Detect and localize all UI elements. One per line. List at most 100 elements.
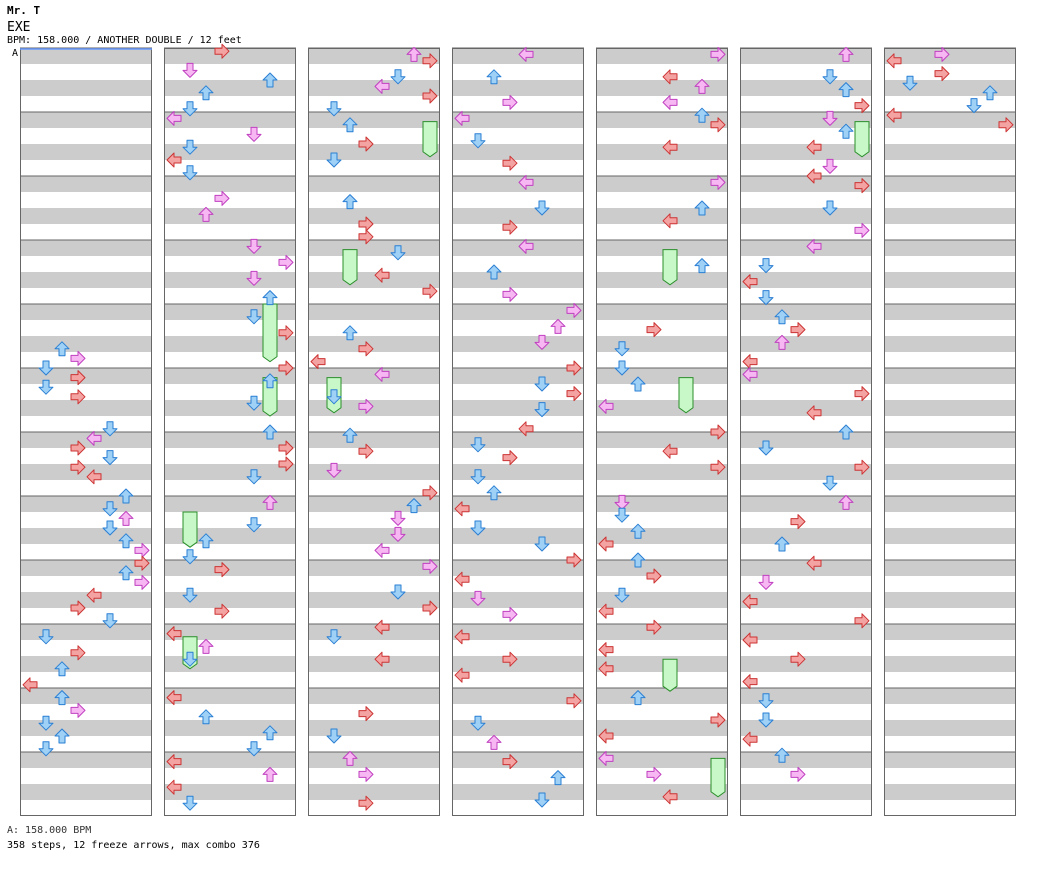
beat-stripe	[884, 304, 1016, 320]
step-arrow	[262, 290, 278, 306]
step-arrow	[374, 78, 390, 94]
step-arrow	[502, 651, 518, 667]
step-arrow	[134, 574, 150, 590]
step-arrow	[454, 667, 470, 683]
step-arrow	[38, 741, 54, 757]
step-arrow	[470, 520, 486, 536]
beat-stripe	[884, 336, 1016, 352]
beat-stripe	[164, 80, 296, 96]
step-arrow	[838, 82, 854, 98]
step-arrow	[486, 485, 502, 501]
freeze-arrow	[854, 121, 870, 158]
step-arrow	[86, 587, 102, 603]
step-arrow	[198, 638, 214, 654]
beat-stripe	[884, 80, 1016, 96]
step-arrow	[902, 75, 918, 91]
step-arrow	[70, 600, 86, 616]
step-arrow	[326, 101, 342, 117]
step-arrow	[54, 728, 70, 744]
beat-stripe	[596, 80, 728, 96]
beat-stripe	[20, 80, 152, 96]
step-arrow	[758, 258, 774, 274]
beat-stripe	[452, 304, 584, 320]
step-arrow	[422, 53, 438, 69]
step-arrow	[454, 110, 470, 126]
beat-stripe	[164, 464, 296, 480]
column-border	[164, 48, 296, 816]
step-arrow	[182, 549, 198, 565]
step-arrow	[342, 325, 358, 341]
step-arrow	[182, 651, 198, 667]
step-arrow	[566, 552, 582, 568]
step-arrow	[342, 750, 358, 766]
step-arrow	[598, 750, 614, 766]
column-border	[596, 48, 728, 816]
step-arrow	[198, 206, 214, 222]
step-arrow	[710, 424, 726, 440]
step-arrow	[662, 94, 678, 110]
step-arrow	[118, 533, 134, 549]
step-arrow	[390, 69, 406, 85]
beat-stripe	[740, 656, 872, 672]
step-arrow	[422, 600, 438, 616]
step-arrow	[374, 267, 390, 283]
step-arrow	[758, 574, 774, 590]
step-arrow	[182, 587, 198, 603]
beat-stripe	[20, 720, 152, 736]
step-arrow	[358, 341, 374, 357]
beat-stripe	[740, 560, 872, 576]
step-arrow	[454, 501, 470, 517]
beat-stripe	[884, 48, 1016, 64]
step-arrow	[822, 110, 838, 126]
beat-stripe	[740, 688, 872, 704]
step-arrow	[166, 690, 182, 706]
beat-stripe	[740, 496, 872, 512]
step-arrow	[662, 789, 678, 805]
step-arrow	[70, 350, 86, 366]
step-arrow	[326, 629, 342, 645]
step-arrow	[534, 402, 550, 418]
step-arrow	[214, 190, 230, 206]
beat-stripe	[884, 464, 1016, 480]
column-border	[308, 48, 440, 816]
step-arrow	[422, 485, 438, 501]
step-arrow	[598, 661, 614, 677]
beat-stripe	[308, 624, 440, 640]
beat-stripe	[20, 752, 152, 768]
beat-stripe	[308, 272, 440, 288]
column-border	[452, 48, 584, 816]
step-arrow	[54, 690, 70, 706]
step-arrow	[358, 136, 374, 152]
beat-stripe	[596, 528, 728, 544]
beat-stripe	[308, 432, 440, 448]
beat-stripe	[164, 112, 296, 128]
beat-stripe	[884, 112, 1016, 128]
step-chart	[20, 43, 1016, 816]
step-arrow	[502, 286, 518, 302]
step-arrow	[886, 53, 902, 69]
step-arrow	[710, 174, 726, 190]
beat-stripe	[884, 528, 1016, 544]
step-arrow	[822, 69, 838, 85]
step-arrow	[246, 741, 262, 757]
beat-stripe	[884, 176, 1016, 192]
step-arrow	[182, 795, 198, 811]
step-arrow	[246, 270, 262, 286]
step-arrow	[518, 421, 534, 437]
step-arrow	[550, 318, 566, 334]
step-arrow	[454, 571, 470, 587]
step-arrow	[86, 469, 102, 485]
beat-stripe	[740, 144, 872, 160]
beat-stripe	[164, 240, 296, 256]
step-arrow	[710, 46, 726, 62]
beat-stripe	[452, 560, 584, 576]
beat-stripe	[884, 720, 1016, 736]
step-arrow	[358, 443, 374, 459]
step-arrow	[38, 360, 54, 376]
step-arrow	[470, 590, 486, 606]
beat-stripe	[884, 208, 1016, 224]
step-arrow	[182, 165, 198, 181]
step-arrow	[262, 72, 278, 88]
beat-stripe	[740, 720, 872, 736]
beat-stripe	[452, 432, 584, 448]
